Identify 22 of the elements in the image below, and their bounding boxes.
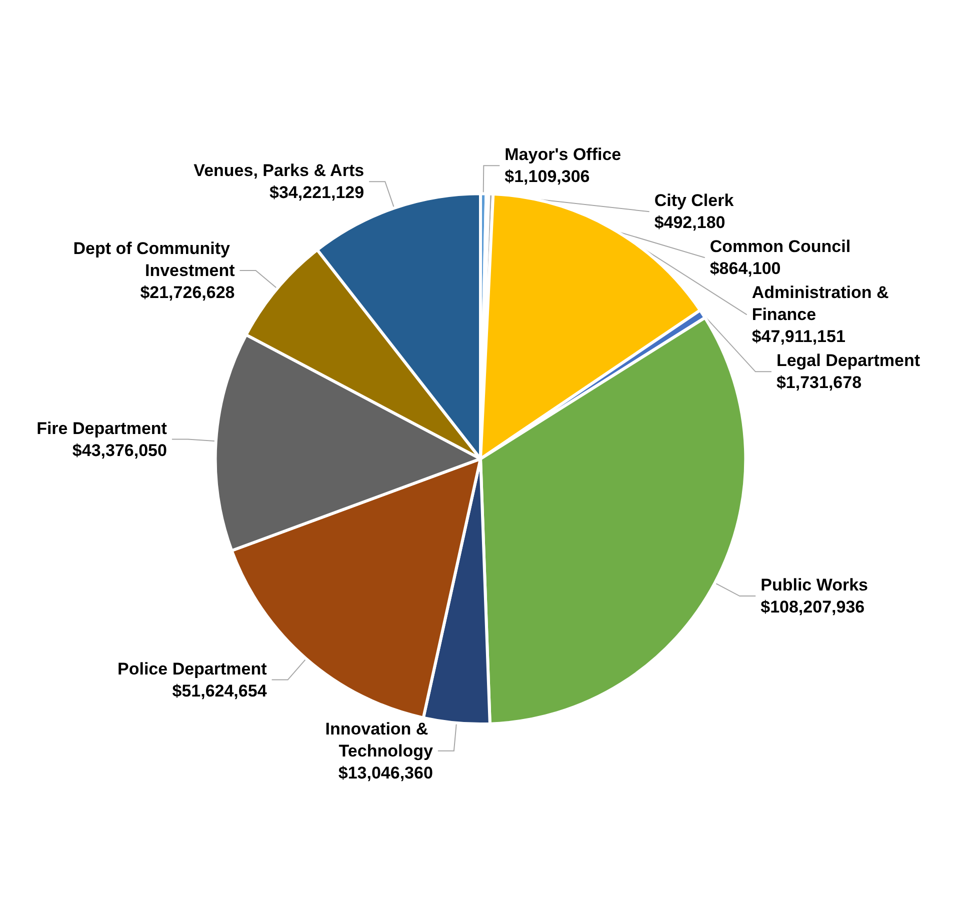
data-label: $108,207,936 [760, 598, 865, 617]
slice-label: Police Department [118, 659, 268, 678]
data-label: $21,726,628 [140, 283, 235, 302]
slice-label: Administration & Finance [752, 283, 894, 324]
data-label: $1,731,678 [776, 373, 862, 392]
slice-label: Legal Department [776, 351, 920, 370]
data-label: $864,100 [710, 259, 781, 278]
data-label: $13,046,360 [338, 763, 433, 782]
slice-label: City Clerk [654, 191, 734, 210]
data-label: $43,376,050 [72, 440, 167, 460]
slice-label: Mayor's Office [504, 145, 622, 164]
data-label: $51,624,654 [172, 681, 268, 700]
slice-label: Innovation & Technology [325, 719, 434, 760]
slice-label: Common Council [710, 237, 851, 256]
slice-label: Dept of Community Investment [73, 239, 236, 280]
data-label: $1,109,306 [504, 167, 590, 186]
data-label: $34,221,129 [270, 183, 364, 202]
slice-label: Venues, Parks & Arts [194, 161, 364, 180]
slice-label: Fire Department [36, 418, 168, 438]
data-label: $492,180 [654, 213, 726, 232]
slice-label: Public Works [760, 576, 868, 595]
data-label: $47,911,151 [752, 327, 846, 346]
